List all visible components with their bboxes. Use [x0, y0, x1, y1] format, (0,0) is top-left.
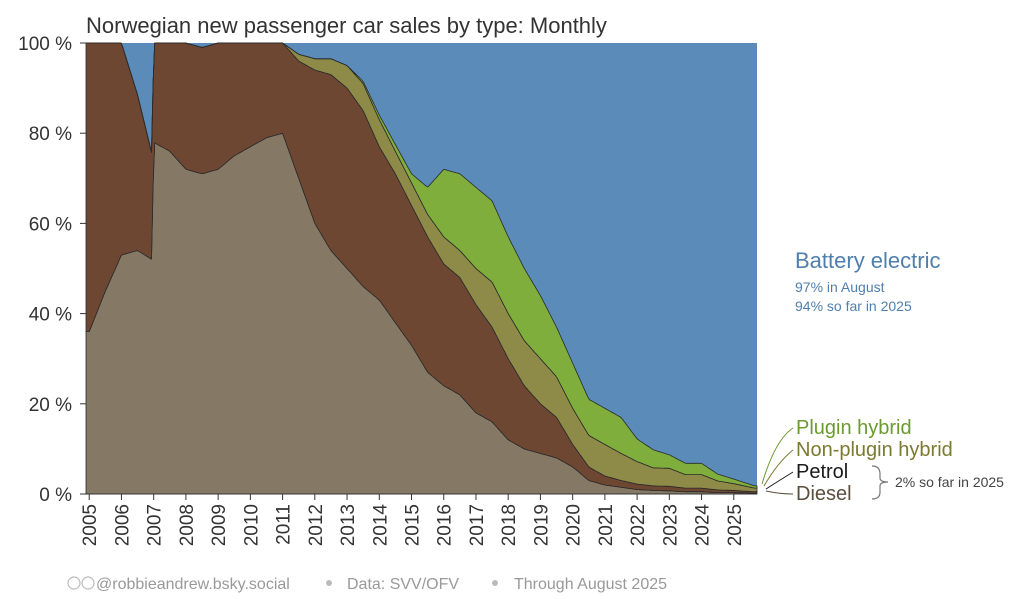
footer-separator — [326, 580, 332, 586]
note-ytd-bev: 94% so far in 2025 — [795, 298, 912, 314]
y-tick-label: 20 % — [29, 395, 72, 416]
legend-plugin-hybrid: Plugin hybrid — [796, 417, 912, 439]
footer: @robbieandrew.bsky.social Data: SVV/OFV … — [67, 576, 667, 593]
note-august: 97% in August — [795, 279, 885, 295]
x-tick-label: 2016 — [435, 504, 456, 546]
y-tick-label: 60 % — [29, 214, 72, 235]
cc-icon — [67, 576, 81, 590]
legend-battery-electric: Battery electric — [795, 248, 941, 273]
y-axis-ticks: 0 % 20 % 40 % 60 % 80 % 100 % — [18, 34, 86, 506]
x-tick-label: 2008 — [177, 504, 198, 546]
x-axis-ticks: 2005 2006 2007 2008 2009 2010 2011 2012 2013 2014… — [80, 494, 746, 546]
x-tick-label: 2017 — [467, 504, 488, 546]
x-tick-label: 2023 — [660, 504, 681, 546]
footer-period: Through August 2025 — [514, 576, 667, 593]
y-tick-label: 0 % — [39, 485, 72, 506]
x-tick-label: 2010 — [241, 504, 262, 546]
x-tick-label: 2012 — [306, 504, 327, 546]
footer-handle: @robbieandrew.bsky.social — [96, 576, 290, 593]
footer-separator — [492, 580, 498, 586]
petrol-diesel-bracket — [871, 465, 889, 500]
x-tick-label: 2013 — [338, 504, 359, 546]
footer-source: Data: SVV/OFV — [347, 576, 459, 593]
note-ytd-fossil: 2% so far in 2025 — [895, 474, 1004, 490]
legend-non-plugin-hybrid: Non-plugin hybrid — [796, 439, 953, 461]
x-tick-label: 2024 — [693, 504, 714, 547]
x-tick-label: 2005 — [80, 504, 101, 546]
legend-petrol: Petrol — [796, 461, 848, 483]
chart-title: Norwegian new passenger car sales by typ… — [86, 13, 607, 38]
x-tick-label: 2014 — [370, 504, 391, 547]
x-tick-label: 2006 — [112, 504, 133, 546]
y-tick-label: 40 % — [29, 305, 72, 326]
x-tick-label: 2019 — [531, 504, 552, 546]
stacked-areas — [85, 42, 758, 495]
label-connectors — [761, 427, 794, 495]
x-tick-label: 2011 — [274, 504, 295, 545]
legend-diesel: Diesel — [796, 483, 852, 505]
x-tick-label: 2007 — [145, 504, 166, 546]
attribution-icon — [81, 576, 95, 590]
y-tick-label: 80 % — [29, 124, 72, 145]
x-tick-label: 2021 — [596, 504, 617, 546]
x-tick-label: 2022 — [628, 504, 649, 546]
x-tick-label: 2025 — [725, 504, 746, 546]
y-tick-label: 100 % — [18, 34, 72, 55]
area-plugin-hybrid — [85, 42, 758, 489]
x-tick-label: 2018 — [499, 504, 520, 546]
x-tick-label: 2009 — [209, 504, 230, 546]
x-tick-label: 2020 — [564, 504, 585, 546]
x-tick-label: 2015 — [403, 504, 424, 546]
